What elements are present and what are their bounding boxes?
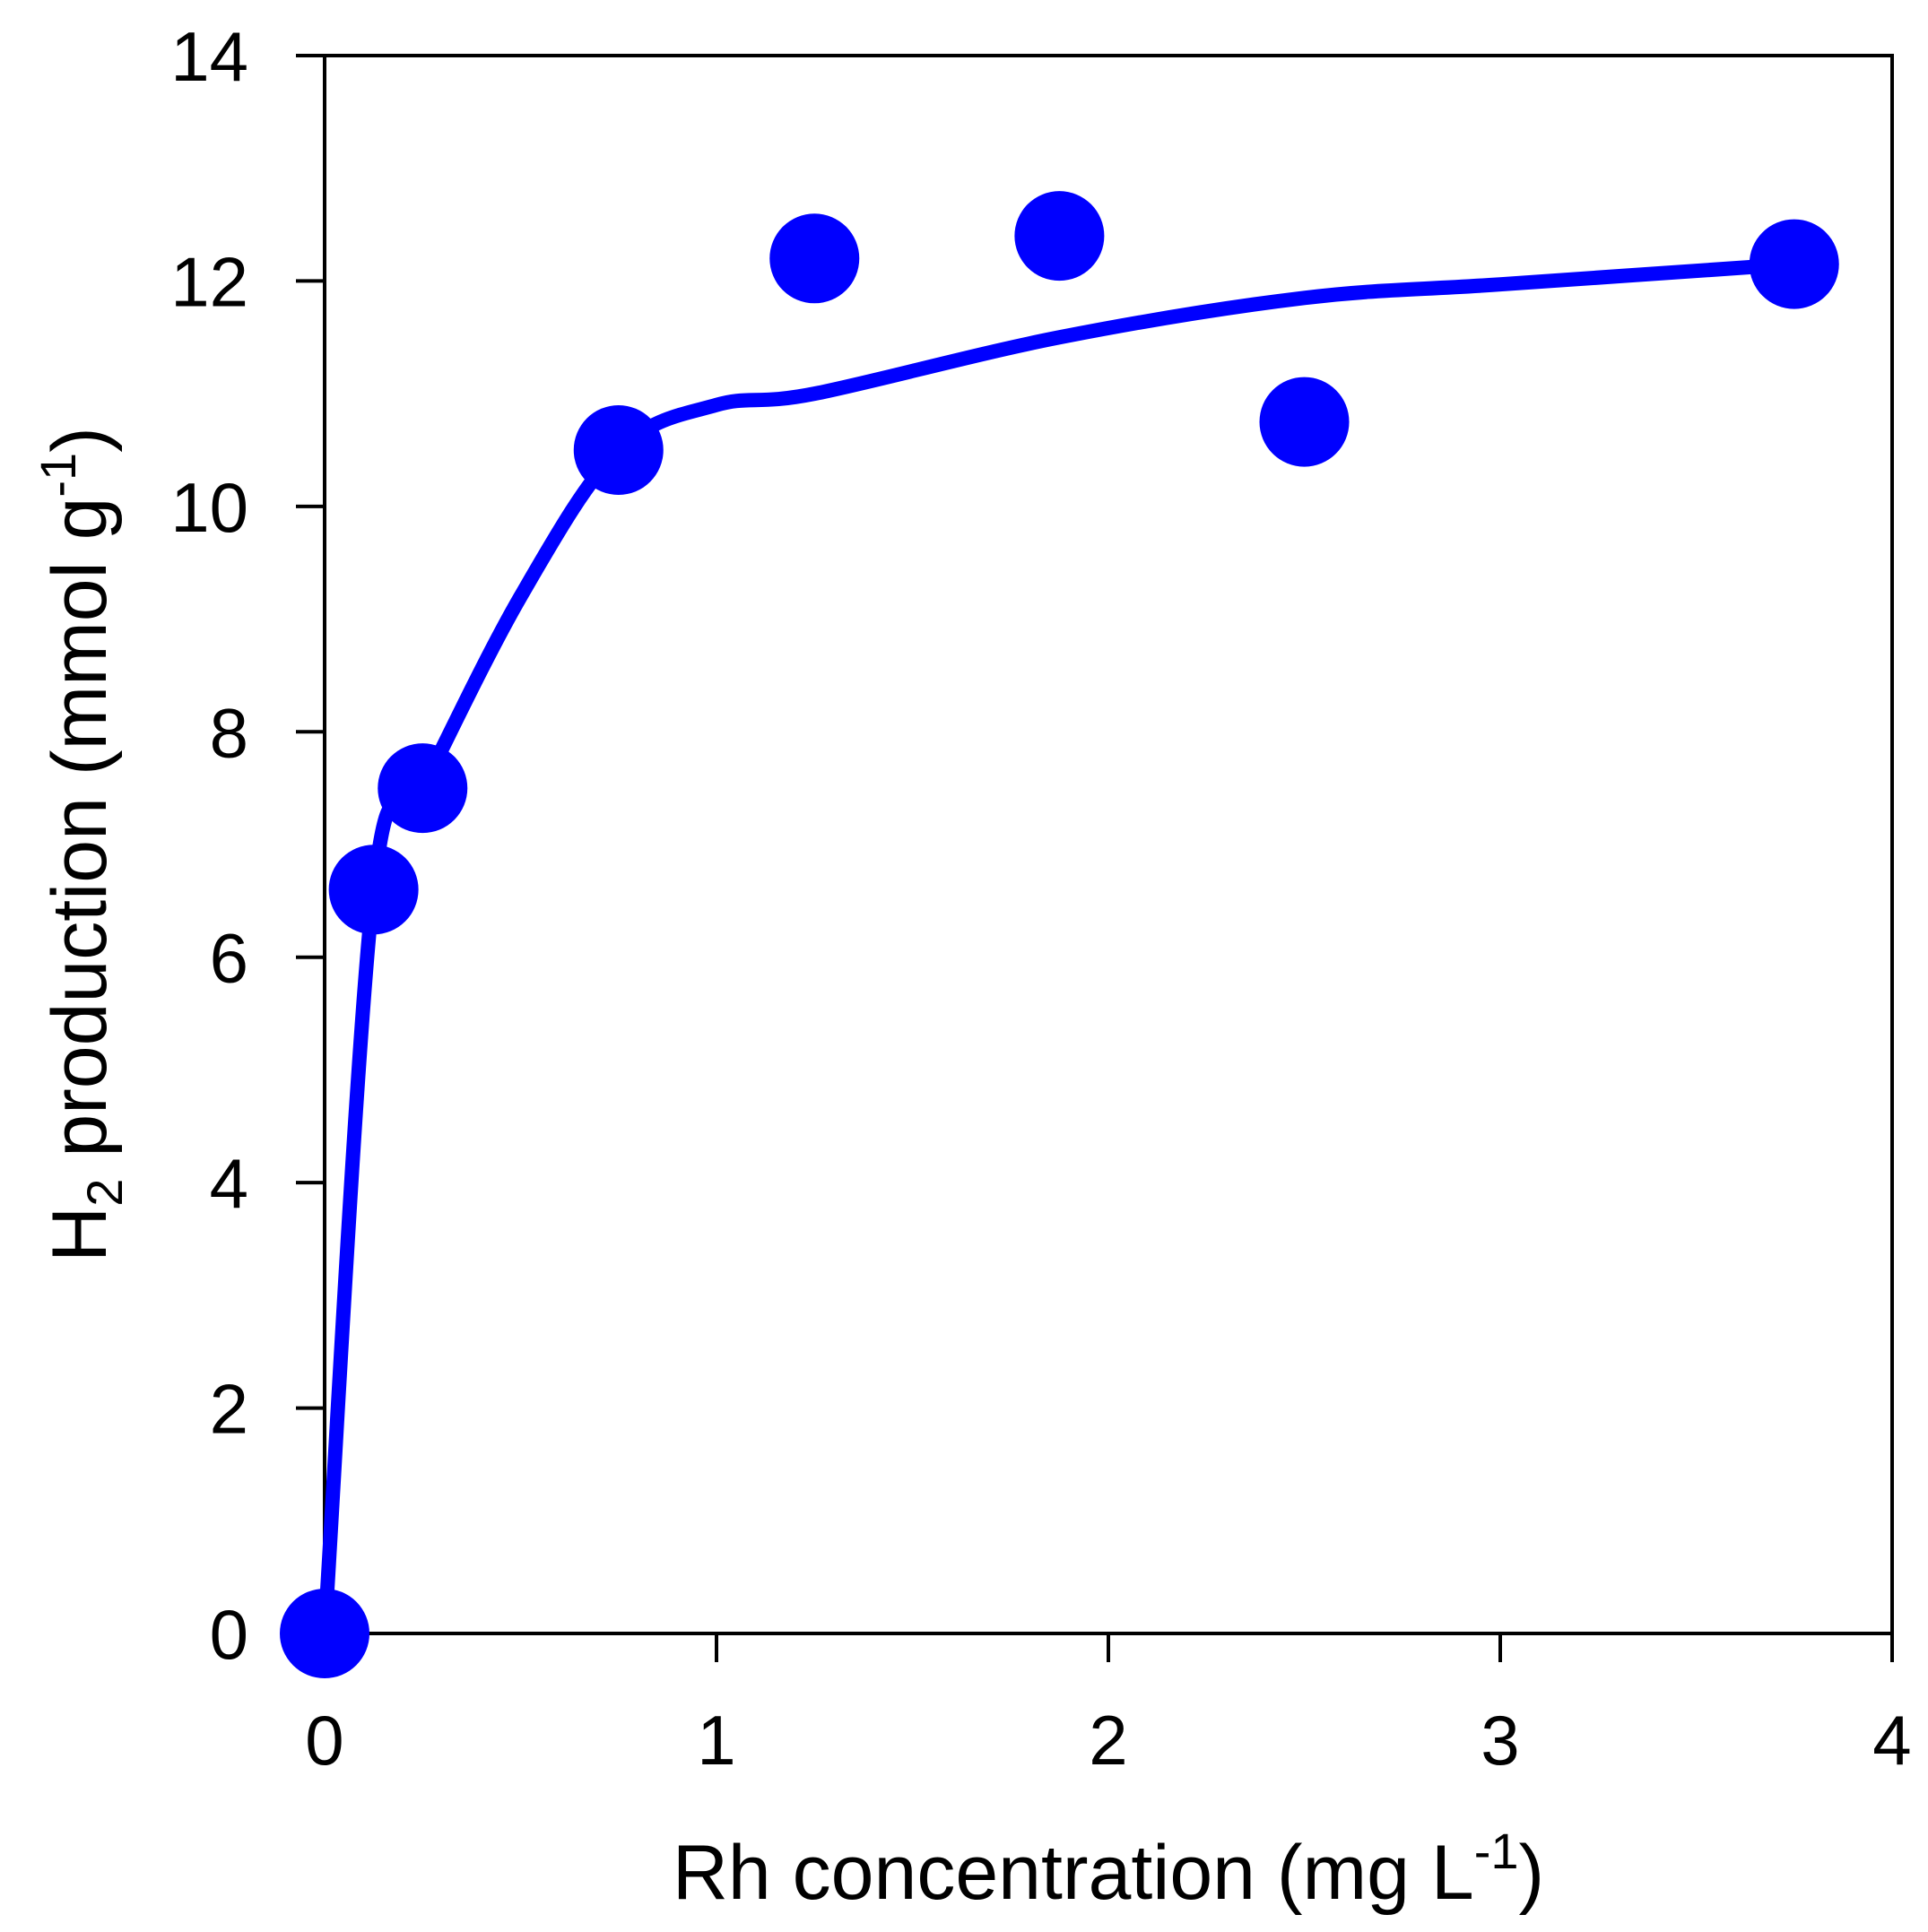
data-point [280,1589,369,1678]
y-tick-label: 12 [170,242,248,321]
data-point [1014,191,1105,282]
y-axis-title-main: production (mmol g [37,498,123,1179]
y-axis-title-h: H [37,1207,123,1262]
y-tick-label: 2 [210,1370,248,1449]
y-axis-title-suffix: ) [37,427,123,453]
y-axis-title-subscript: 2 [76,1179,133,1207]
x-tick-label: 4 [1872,1701,1911,1780]
data-point [328,845,419,935]
x-tick-label: 3 [1481,1701,1519,1780]
x-axis-title: Rh concentration (mg L-1) [673,1823,1544,1916]
data-point [1749,219,1839,309]
x-tick-label: 2 [1089,1701,1127,1780]
y-tick-label: 4 [210,1144,248,1223]
x-tick-label: 0 [305,1701,343,1780]
y-axis-title-superscript: -1 [30,453,86,498]
data-point [1259,377,1350,467]
data-point [378,743,468,834]
x-axis-title-superscript: -1 [1474,1823,1519,1879]
y-tick-label: 8 [210,693,248,772]
y-tick-label: 0 [210,1595,248,1674]
y-tick-label: 14 [170,17,248,96]
data-point [769,213,860,304]
x-axis: 0 1 2 3 4 [305,1633,1912,1780]
x-axis-title-main: Rh concentration (mg L [673,1830,1474,1916]
y-axis: 0 2 4 6 8 10 12 14 [170,17,325,1674]
x-axis-title-suffix: ) [1519,1830,1545,1916]
series-points [280,191,1839,1678]
y-tick-label: 10 [170,468,248,547]
y-axis-title: H2 production (mmol g-1) [30,427,133,1262]
x-tick-label: 1 [697,1701,735,1780]
data-point [573,405,664,495]
y-tick-label: 6 [210,919,248,998]
